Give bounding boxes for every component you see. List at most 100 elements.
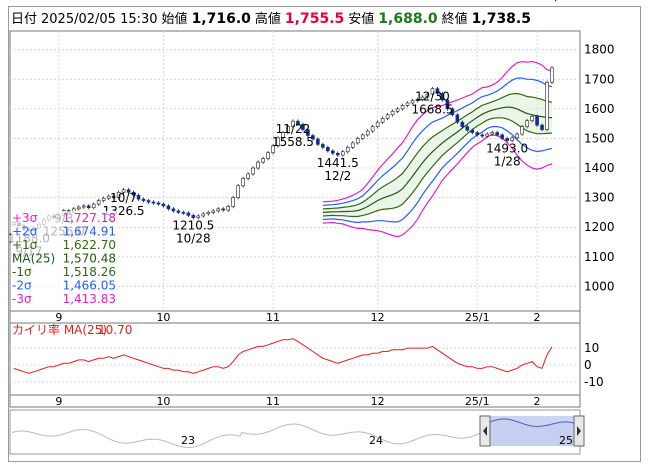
low-label: 安値 [348, 12, 375, 27]
candle-body [136, 194, 141, 200]
sub-x-tick-label: 11 [266, 395, 280, 408]
candle-body [131, 191, 136, 196]
deviation-ticks: 10 0 -10 [584, 341, 604, 389]
candle-body [415, 99, 420, 101]
price-tick-label: 1500 [584, 131, 615, 145]
candle-body [480, 134, 485, 137]
candle-body [515, 133, 519, 139]
navigator-selection[interactable] [486, 416, 578, 446]
minus3-band [322, 134, 553, 238]
deviation-tick-label: 10 [584, 341, 599, 355]
candle-body [405, 102, 410, 106]
candle-body [141, 198, 146, 201]
price-tick-label: 1200 [584, 220, 615, 234]
ohlc-header: 日付 2025/02/05 15:30 始値 1,716.0 高値 1,755.… [11, 8, 535, 28]
legend-label: -3σ [12, 292, 32, 306]
candle-body [395, 108, 400, 112]
candle-body [261, 158, 265, 163]
sub-x-ticks: 9 10 11 12 25/1 2 [55, 395, 540, 408]
deviation-value: 10.70 [98, 323, 132, 337]
candle-body [345, 147, 350, 153]
candle-body [311, 135, 315, 140]
legend-value: 1,466.05 [63, 279, 116, 293]
candle-body [101, 197, 106, 201]
price-tick-label: 1400 [584, 161, 615, 175]
candle-body [271, 145, 275, 153]
annotation-label: 11/22 [276, 122, 311, 136]
candle-body [535, 115, 539, 126]
price-tick-label: 1000 [584, 279, 615, 293]
legend-background [11, 211, 117, 309]
sub-x-axis [9, 394, 581, 408]
candle-body [430, 88, 435, 95]
navigator-year-label: 23 [181, 434, 195, 447]
candle-body [475, 132, 480, 136]
candle-body [111, 195, 116, 198]
candle-body [291, 120, 295, 127]
annotation-sub: 1668.5 [411, 103, 453, 117]
navigator-year-label: 24 [369, 434, 383, 447]
candle-body [296, 120, 300, 125]
candle-body [251, 167, 255, 175]
plus2-band [322, 77, 553, 206]
main-x-tick-label: 2 [534, 311, 541, 324]
candle-body [510, 137, 514, 141]
low-value: 1,688.0 [378, 11, 438, 27]
open-value: 1,716.0 [191, 11, 251, 27]
legend-value: 1,622.70 [63, 238, 116, 252]
candle-body [206, 212, 211, 215]
bollinger-band-lines [322, 60, 553, 238]
candle-body [196, 215, 201, 219]
datetime-value: 2025/02/05 15:30 [41, 12, 158, 27]
candle-body [226, 206, 231, 211]
price-axis-ticks: 1000 1100 1200 1300 1400 1500 1600 1700 1800 [584, 43, 615, 294]
navigator-selection-line [485, 418, 579, 427]
candle-body [545, 81, 549, 130]
candle-body [540, 124, 544, 130]
annotation-label: 10/7 [110, 191, 137, 205]
close-label: 終値 [441, 12, 468, 27]
sub-x-tick-label: 12 [371, 395, 385, 408]
legend-value: 1,413.83 [63, 292, 116, 306]
candle-body [460, 121, 465, 127]
candle-body [256, 161, 260, 169]
annotation-sub: 1755.5 [536, 0, 578, 3]
left-handle-arrow-icon [483, 426, 487, 436]
candle-body [500, 134, 504, 139]
candle-body [360, 134, 365, 139]
minus1-band [322, 117, 553, 218]
candle-body [176, 210, 181, 213]
candle-body [425, 93, 430, 98]
legend-label: +1σ [12, 238, 38, 252]
minus2-band [322, 125, 553, 224]
candle-body [331, 150, 335, 154]
candle-body [465, 126, 470, 131]
annotation-label: 1441.5 [317, 156, 359, 170]
main-x-ticks: 9 10 11 12 25/1 2 [55, 311, 540, 324]
legend-value: 1,727.18 [63, 211, 116, 225]
candle-body [281, 132, 285, 139]
candle-body [76, 206, 81, 210]
candle-body [241, 178, 245, 187]
candle-body [400, 105, 405, 110]
candle-body [171, 208, 176, 212]
candle-body [530, 115, 534, 122]
candle-body [410, 100, 415, 104]
close-value: 1,738.5 [471, 11, 531, 27]
deviation-tick-label: 0 [584, 358, 592, 372]
candle-body [390, 110, 395, 116]
candle-body [350, 142, 355, 148]
candle-body [166, 205, 171, 210]
legend-value: 1,518.26 [63, 265, 116, 279]
deviation-grid [10, 347, 580, 383]
sub-x-tick-label: 10 [156, 395, 170, 408]
deviation-line [13, 338, 553, 374]
main-x-tick-label: 9 [55, 311, 62, 324]
candle-body [326, 147, 330, 152]
plus3-band [322, 60, 553, 203]
candle-body [236, 185, 240, 198]
candle-body [455, 114, 460, 123]
candle-body [385, 114, 390, 119]
candle-body [355, 138, 360, 144]
legend-label: -1σ [12, 265, 32, 279]
